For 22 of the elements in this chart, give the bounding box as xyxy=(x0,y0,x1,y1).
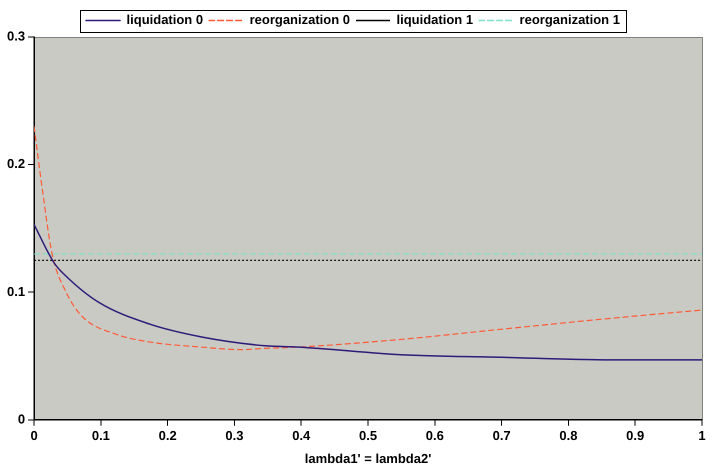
x-tick-label: 0.3 xyxy=(225,428,244,444)
legend-label: liquidation 0 xyxy=(126,12,204,28)
x-tick-label: 0.5 xyxy=(358,428,378,444)
line-series xyxy=(34,224,702,361)
line-series xyxy=(34,126,702,350)
y-tick-label: 0.1 xyxy=(6,284,26,299)
y-tick-label: 0.3 xyxy=(6,28,26,44)
x-tick-label: 0.6 xyxy=(426,428,444,444)
x-tick-label: 0.9 xyxy=(626,428,644,444)
x-tick-label: 0.8 xyxy=(559,428,578,444)
y-tick-label: 0.2 xyxy=(6,156,26,172)
x-axis-title: lambda1' = lambda2' xyxy=(304,450,432,466)
legend-label: liquidation 1 xyxy=(396,12,474,28)
x-tick-label: 1 xyxy=(698,428,706,444)
legend-label: reorganization 1 xyxy=(520,12,620,28)
y-tick-label: 0 xyxy=(18,411,26,426)
x-tick-label: 0.2 xyxy=(158,428,177,444)
x-tick-label: 0.1 xyxy=(92,428,110,444)
x-tick-label: 0.7 xyxy=(492,428,511,444)
x-tick-label: 0 xyxy=(30,428,38,444)
legend-label: reorganization 0 xyxy=(250,12,350,28)
x-tick-label: 0.4 xyxy=(292,428,312,444)
